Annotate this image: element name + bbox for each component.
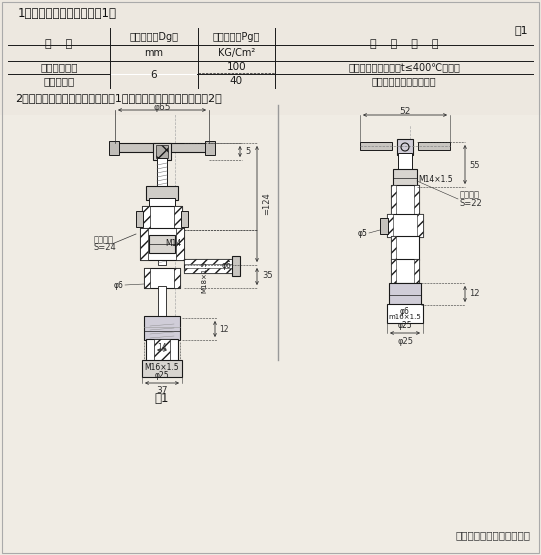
Bar	[109, 141, 119, 155]
Bar	[387, 214, 423, 237]
Text: 名    称: 名 称	[45, 39, 72, 49]
Bar	[184, 259, 234, 273]
Text: φ65: φ65	[153, 103, 171, 112]
Bar	[391, 185, 419, 215]
Text: 扳手尺寸: 扳手尺寸	[94, 235, 114, 245]
Bar	[391, 236, 396, 260]
Bar	[232, 256, 240, 276]
Bar	[149, 235, 175, 253]
Bar	[387, 214, 393, 237]
Bar	[391, 259, 419, 283]
Text: φ25: φ25	[398, 321, 412, 330]
Bar	[156, 145, 168, 158]
Text: 图1: 图1	[155, 392, 169, 405]
Bar	[181, 211, 188, 227]
Bar	[158, 286, 166, 318]
Text: M14: M14	[165, 240, 181, 249]
Bar	[417, 214, 423, 237]
Text: 6: 6	[151, 69, 157, 79]
Bar	[0, 100, 541, 555]
Bar	[146, 186, 178, 200]
Bar	[184, 268, 234, 273]
Bar	[146, 339, 178, 361]
Bar	[142, 206, 150, 230]
Bar	[149, 198, 175, 208]
Text: S=22: S=22	[460, 199, 483, 208]
Bar	[0, 0, 541, 115]
Text: S=24: S=24	[94, 244, 117, 253]
Text: M16×1.5: M16×1.5	[144, 364, 179, 372]
Text: φ25: φ25	[397, 337, 413, 346]
Bar	[205, 141, 215, 155]
Text: 100: 100	[227, 63, 246, 73]
Bar	[111, 73, 197, 74]
Bar	[115, 143, 209, 152]
Bar	[360, 142, 392, 150]
Bar	[397, 139, 413, 155]
Text: 淡水、海水、滑油和燃油: 淡水、海水、滑油和燃油	[372, 76, 436, 86]
Text: 公称通径（Dg）: 公称通径（Dg）	[129, 32, 179, 42]
Bar	[158, 228, 166, 265]
Text: 55: 55	[469, 160, 479, 169]
Text: 表1: 表1	[514, 25, 528, 35]
Bar	[387, 304, 423, 323]
Bar	[142, 360, 182, 377]
Bar	[144, 268, 180, 288]
Text: 5: 5	[245, 147, 250, 155]
Bar	[398, 153, 412, 170]
Text: M18×1.5: M18×1.5	[201, 261, 207, 293]
Bar	[144, 268, 150, 288]
Text: 淡水、滑油、燃油和t≤400℃的蔭汽: 淡水、滑油、燃油和t≤400℃的蔭汽	[348, 63, 460, 73]
Text: φ6: φ6	[400, 306, 410, 315]
Text: =124: =124	[262, 193, 271, 215]
Text: 扳手尺寸: 扳手尺寸	[460, 190, 480, 199]
Text: mm: mm	[144, 48, 163, 58]
Bar	[184, 259, 234, 264]
Text: φ5: φ5	[357, 229, 367, 238]
Text: 14: 14	[157, 342, 167, 351]
Bar	[389, 283, 421, 305]
Text: 52: 52	[399, 108, 411, 117]
Bar	[174, 206, 182, 230]
Bar	[174, 268, 180, 288]
Text: 35: 35	[262, 271, 273, 280]
Text: m16×1.5: m16×1.5	[388, 314, 421, 320]
Bar	[414, 259, 419, 283]
Bar	[144, 316, 180, 340]
Bar	[154, 339, 170, 361]
Text: 1、试验阀的基本参数按表1。: 1、试验阀的基本参数按表1。	[18, 7, 117, 20]
Bar	[380, 218, 388, 234]
Bar	[136, 211, 143, 227]
Text: 37: 37	[156, 386, 168, 395]
Text: 12: 12	[469, 290, 479, 299]
Text: φ25: φ25	[155, 371, 169, 381]
Text: 青锁试验阀: 青锁试验阀	[43, 76, 75, 86]
Bar	[391, 259, 396, 283]
Bar	[157, 158, 167, 188]
Bar	[140, 228, 148, 260]
Text: 上海康邦阀门制造有限公司: 上海康邦阀门制造有限公司	[455, 530, 530, 540]
Text: φ6: φ6	[114, 280, 124, 290]
Text: 2、不锈锄试验阀的基本尺寸按图1；青锁试验阀的基本尺寸按图2。: 2、不锈锄试验阀的基本尺寸按图1；青锁试验阀的基本尺寸按图2。	[15, 93, 222, 103]
Text: M14×1.5: M14×1.5	[418, 174, 453, 184]
Text: φ6: φ6	[222, 260, 232, 270]
Text: 不锈锄试验阀: 不锈锄试验阀	[40, 63, 78, 73]
Bar	[142, 206, 182, 230]
Text: 40: 40	[230, 76, 243, 86]
Bar	[153, 143, 171, 160]
Bar	[391, 236, 419, 260]
Text: 公称压力（Pg）: 公称压力（Pg）	[213, 32, 260, 42]
Bar	[414, 185, 419, 215]
Bar	[391, 185, 396, 215]
Bar	[176, 228, 184, 260]
Text: 适    用    介    质: 适 用 介 质	[370, 39, 438, 49]
Text: 12: 12	[219, 325, 228, 334]
Bar	[393, 169, 417, 187]
Bar	[8, 28, 533, 88]
Text: KG/Cm²: KG/Cm²	[218, 48, 255, 58]
Bar	[418, 142, 450, 150]
Bar	[140, 228, 184, 260]
